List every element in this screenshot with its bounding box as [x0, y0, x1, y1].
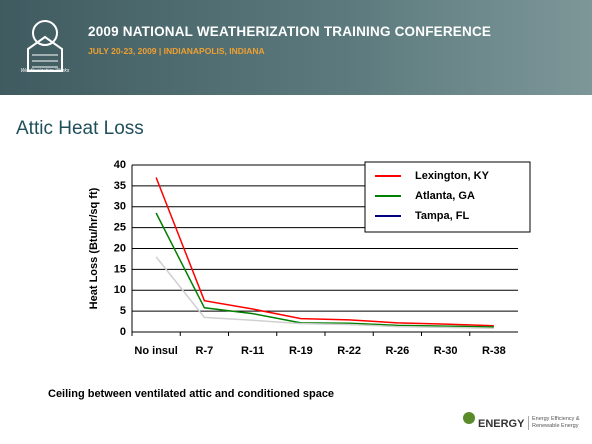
- x-tick-label: R-11: [230, 344, 276, 358]
- y-tick-label: 10: [114, 284, 126, 296]
- x-tick-label: R-26: [374, 344, 420, 358]
- y-tick-label: 20: [114, 242, 126, 254]
- x-tick-label: R-38: [471, 344, 517, 358]
- y-tick-label: 35: [114, 180, 126, 192]
- slide: Weatherization Works 2009 NATIONAL WEATH…: [0, 0, 592, 444]
- doe-logo: [462, 411, 476, 425]
- x-tick-label: R-30: [423, 344, 469, 358]
- x-tick-label: R-7: [181, 344, 227, 358]
- y-tick-label: 25: [114, 222, 126, 234]
- footnote: Ceiling between ventilated attic and con…: [48, 388, 334, 400]
- legend-label: Tampa, FL: [415, 210, 469, 222]
- footer-tagline: Energy Efficiency & Renewable Energy: [528, 416, 588, 430]
- legend-label: Lexington, KY: [415, 170, 490, 182]
- footer-brand: ENERGY: [478, 418, 524, 430]
- y-tick-label: 5: [120, 305, 126, 317]
- x-tick-label: R-22: [326, 344, 372, 358]
- series-line: [156, 257, 494, 328]
- y-tick-label: 40: [114, 159, 126, 171]
- x-tick-label: No insul: [133, 344, 179, 358]
- y-tick-label: 15: [114, 263, 126, 275]
- y-tick-label: 0: [120, 326, 126, 338]
- chart: 0 5 10 15 20 25 30 35 40 Heat Loss (Btu/hr/sq ft)…: [0, 0, 592, 444]
- legend-label: Atlanta, GA: [415, 190, 475, 202]
- x-tick-label: R-19: [278, 344, 324, 358]
- y-axis-label: Heat Loss (Btu/hr/sq ft): [88, 187, 100, 309]
- y-tick-label: 30: [114, 201, 126, 213]
